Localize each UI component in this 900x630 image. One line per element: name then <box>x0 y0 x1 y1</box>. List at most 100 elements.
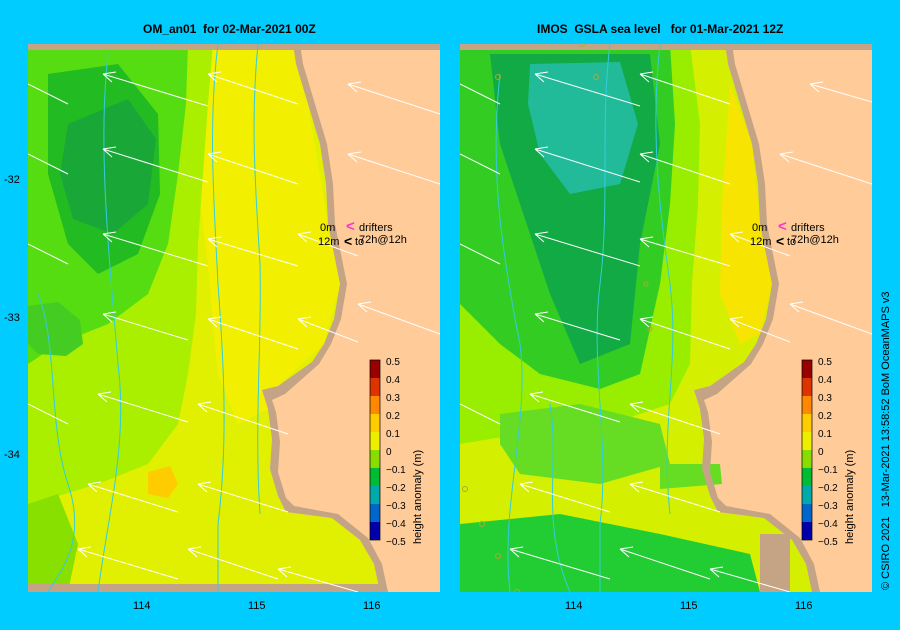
wind-arrow <box>347 151 440 185</box>
wind-arrow <box>187 546 279 580</box>
wind-arrow <box>809 81 872 103</box>
colorbar <box>801 359 813 541</box>
colorbar-tick: 0.4 <box>818 375 832 386</box>
colorbar-tick: 0.3 <box>386 393 400 404</box>
colorbar-tick: −0.2 <box>386 483 406 494</box>
right-panel-title: IMOS GSLA sea level for 01-Mar-2021 12Z <box>537 22 784 36</box>
colorbar-tick: 0.2 <box>818 411 832 422</box>
current-line <box>253 44 261 515</box>
wind-arrow <box>28 83 69 105</box>
colorbar-tick: 0.5 <box>818 357 832 368</box>
current-line <box>655 44 674 515</box>
obs-marker <box>479 521 485 527</box>
wind-arrow <box>297 316 359 343</box>
copyright-credit: © CSIRO 2021 13-Mar-2021 13:58:52 BoM Oc… <box>880 291 892 590</box>
wind-arrow <box>460 243 501 265</box>
obs-marker <box>514 589 520 592</box>
wind-arrow <box>460 153 501 175</box>
current-line <box>549 403 571 592</box>
left-panel-title: OM_an01 for 02-Mar-2021 00Z <box>143 22 316 36</box>
map-top-edge <box>460 44 872 50</box>
wind-arrow <box>619 546 711 580</box>
wind-arrow <box>357 301 440 335</box>
wind-arrow <box>519 481 611 513</box>
wind-arrow <box>529 391 621 423</box>
right-map-svg <box>460 44 872 592</box>
wind-arrow <box>534 311 621 341</box>
colorbar-tick: 0 <box>818 447 824 458</box>
coastline <box>694 44 820 592</box>
ocean-teal-core <box>528 62 638 194</box>
drifter-legend-text: drifters 72h@12h <box>359 222 407 246</box>
ocean-green-core-inner <box>60 99 156 234</box>
ocean-green-lower <box>500 404 670 484</box>
wind-arrow <box>729 231 791 257</box>
drifter-zero-label: 0m <box>320 222 336 234</box>
wind-arrow <box>28 243 69 265</box>
wind-arrow <box>347 81 440 115</box>
lon-label-115-left: 115 <box>248 600 266 612</box>
wind-arrow <box>207 151 299 185</box>
lat-label-34: -34 <box>4 449 20 461</box>
current-line <box>596 44 611 592</box>
colorbar-tick: −0.3 <box>818 501 838 512</box>
colorbar-tick: 0 <box>386 447 392 458</box>
wind-arrow <box>639 71 731 105</box>
wind-arrow <box>639 151 731 185</box>
wind-arrow <box>629 481 721 513</box>
wind-arrow <box>87 481 179 513</box>
coastline <box>262 44 388 592</box>
wind-arrow <box>534 231 641 267</box>
colorbar-tick: 0.1 <box>386 429 400 440</box>
wind-arrow <box>709 566 791 592</box>
colorbar-tick: −0.4 <box>818 519 838 530</box>
wind-arrow <box>97 391 189 423</box>
colorbar-tick: 0.4 <box>386 375 400 386</box>
ocean-orange-blob <box>148 466 178 498</box>
obs-marker <box>593 74 599 80</box>
drifter-black-marker: < <box>776 233 785 249</box>
wind-arrow <box>102 71 209 107</box>
colorbar-tick: 0.3 <box>818 393 832 404</box>
colorbar-tick: −0.3 <box>386 501 406 512</box>
obs-marker <box>495 553 501 559</box>
ocean-yellow-band <box>188 44 340 424</box>
drifter-to-text: to <box>355 236 365 248</box>
colorbar-tick-labels: 0.5 0.4 0.3 0.2 0.1 0 −0.1 −0.2 −0.3 −0.… <box>818 354 838 552</box>
wind-arrow <box>102 146 209 183</box>
wind-arrow <box>779 151 872 185</box>
wind-arrow <box>102 311 189 341</box>
left-map-svg <box>28 44 440 592</box>
wind-arrow <box>729 316 791 343</box>
colorbar-tick: 0.5 <box>386 357 400 368</box>
colorbar-label: height anomaly (m) <box>412 449 424 544</box>
left-map-panel[interactable]: 0m < drifters 72h@12h 12m < to 0.5 0.4 0… <box>28 44 440 592</box>
lon-label-116-left: 116 <box>363 600 381 612</box>
map-land-block <box>760 534 790 592</box>
drifter-pink-marker: < <box>778 218 787 235</box>
obs-marker <box>643 281 649 287</box>
drifter-to-text: to <box>787 236 797 248</box>
wind-arrow <box>639 236 731 267</box>
lon-label-116-right: 116 <box>795 600 813 612</box>
right-map-panel[interactable]: 0m < drifters 72h@12h 12m < to 0.5 0.4 0… <box>460 44 872 592</box>
current-line <box>37 293 76 592</box>
colorbar-tick: −0.5 <box>818 537 838 548</box>
colorbar-tick: 0.2 <box>386 411 400 422</box>
wind-arrow <box>789 301 872 335</box>
wind-arrow <box>639 316 731 350</box>
wind-arrows <box>28 71 440 592</box>
ocean-green-bottom <box>28 494 78 592</box>
obs-marker <box>495 74 501 80</box>
wind-arrow <box>460 403 501 425</box>
ocean-green-blob <box>28 302 83 356</box>
map-top-edge <box>28 44 440 50</box>
colorbar-tick: −0.5 <box>386 537 406 548</box>
wind-arrow <box>534 146 641 183</box>
lon-label-115-right: 115 <box>680 600 698 612</box>
wind-arrow <box>460 83 501 105</box>
wind-arrow <box>77 546 179 580</box>
obs-marker <box>462 486 468 492</box>
lat-label-33: -33 <box>4 312 20 324</box>
current-line <box>212 44 225 592</box>
